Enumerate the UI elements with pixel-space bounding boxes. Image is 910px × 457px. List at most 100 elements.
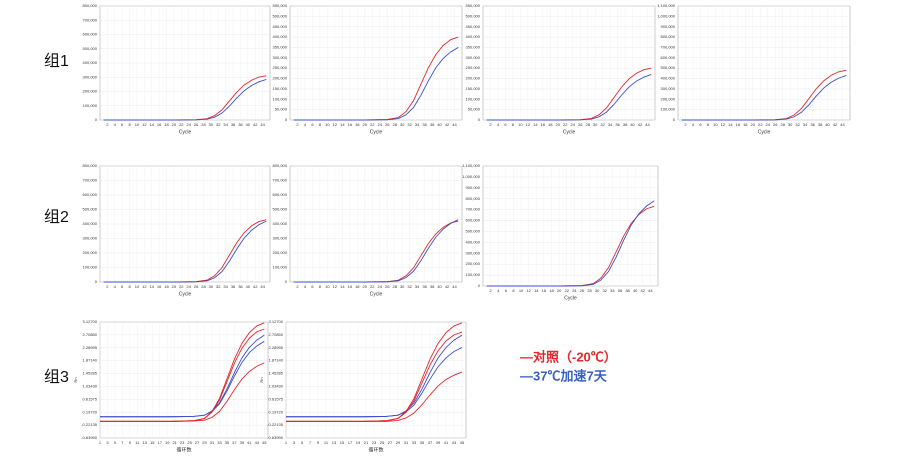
x-tick-label: 26 — [773, 122, 778, 127]
x-tick-label: 20 — [172, 284, 177, 289]
y-tick-label: -0.63990 — [81, 435, 98, 440]
x-tick-label: 12 — [142, 284, 147, 289]
x-tick-label: 14 — [150, 122, 155, 127]
x-tick-label: 12 — [526, 288, 531, 293]
y-tick-label: 1,100,000 — [657, 3, 676, 8]
x-tick-label: 21 — [172, 440, 177, 445]
x-tick-label: 12 — [526, 122, 531, 127]
x-tick-label: 28 — [587, 288, 592, 293]
x-tick-label: 6 — [505, 288, 508, 293]
x-tick-label: 40 — [437, 122, 442, 127]
y-tick-label: 150,000 — [273, 86, 288, 91]
x-tick-label: 22 — [758, 122, 763, 127]
x-tick-label: 2 — [684, 122, 687, 127]
y-tick-label: 1.87140 — [83, 358, 98, 363]
x-tick-label: 16 — [541, 122, 546, 127]
x-tick-label: 32 — [795, 122, 800, 127]
y-tick-label: 0 — [285, 279, 288, 284]
x-tick-label: 5 — [114, 440, 117, 445]
x-tick-label: 24 — [572, 288, 577, 293]
x-tick-label: 45 — [262, 440, 267, 445]
chart: 0 100,000 200,000 300,000 400,000 500,000 600,… — [462, 163, 659, 301]
x-tick-label: 31 — [404, 440, 409, 445]
y-tick-label: 0.61575 — [83, 396, 98, 401]
y-tick-label: 700,000 — [273, 178, 288, 183]
x-tick-label: 28 — [780, 122, 785, 127]
x-tick-label: 7 — [121, 440, 124, 445]
x-tick-label: 6 — [311, 284, 314, 289]
x-tick-label: 27 — [388, 440, 393, 445]
chart: -0.63990 -0.22135 0.19720 0.61575 1.03430 1.4… — [73, 319, 269, 453]
x-tick-label: 26 — [194, 284, 199, 289]
chart: 0 100,000 200,000 300,000 400,000 500,000 600,… — [83, 163, 271, 297]
amplification-curve — [293, 219, 459, 283]
x-tick-label: 6 — [699, 122, 702, 127]
x-tick-label: 28 — [392, 122, 397, 127]
x-axis-label: Cycle — [370, 129, 383, 135]
x-tick-label: 39 — [436, 440, 441, 445]
x-tick-label: 44 — [840, 122, 845, 127]
y-tick-label: 100,000 — [466, 272, 481, 277]
x-tick-label: 4 — [114, 122, 117, 127]
x-tick-label: 18 — [548, 122, 553, 127]
x-tick-label: 36 — [422, 122, 427, 127]
x-tick-label: 36 — [615, 122, 620, 127]
y-tick-label: 250,000 — [273, 65, 288, 70]
x-tick-label: 20 — [172, 122, 177, 127]
y-tick-label: 1,000,000 — [657, 13, 676, 18]
x-tick-label: 38 — [430, 122, 435, 127]
x-tick-label: 14 — [728, 122, 733, 127]
x-tick-label: 23 — [180, 440, 185, 445]
x-tick-label: 28 — [201, 122, 206, 127]
x-tick-label: 14 — [150, 284, 155, 289]
x-tick-label: 10 — [135, 284, 140, 289]
x-tick-label: 19 — [356, 440, 361, 445]
x-tick-label: 34 — [415, 284, 420, 289]
amplification-curve — [100, 362, 265, 422]
y-tick-label: 1.03430 — [269, 384, 284, 389]
x-tick-label: 38 — [238, 122, 243, 127]
x-tick-label: 42 — [445, 122, 450, 127]
plot-area — [482, 165, 659, 287]
x-tick-label: 18 — [355, 284, 360, 289]
group-label: 组1 — [44, 52, 69, 70]
y-tick-label: 200,000 — [83, 89, 98, 94]
y-tick-label: 800,000 — [661, 34, 676, 39]
x-tick-label: 34 — [223, 284, 228, 289]
y-tick-label: 900,000 — [661, 24, 676, 29]
x-tick-label: 32 — [216, 122, 221, 127]
y-tick-label: 700,000 — [83, 178, 98, 183]
x-tick-label: 34 — [415, 122, 420, 127]
x-tick-label: 2 — [106, 122, 109, 127]
x-tick-label: 18 — [164, 284, 169, 289]
x-tick-label: 4 — [304, 122, 307, 127]
chart: 0 50,000 100,000 150,000 200,000 250,000 300,0… — [273, 3, 463, 135]
x-tick-label: 17 — [158, 440, 163, 445]
x-tick-label: 15 — [150, 440, 155, 445]
x-tick-label: 33 — [412, 440, 417, 445]
x-tick-label: 24 — [378, 122, 383, 127]
x-tick-label: 38 — [623, 122, 628, 127]
x-tick-label: 4 — [497, 288, 500, 293]
x-tick-label: 10 — [518, 122, 523, 127]
amplification-curve — [286, 347, 463, 418]
y-tick-label: -0.63990 — [267, 435, 284, 440]
x-tick-label: 42 — [638, 122, 643, 127]
x-tick-label: 20 — [556, 122, 561, 127]
y-tick-label: 200,000 — [466, 76, 481, 81]
x-tick-label: 16 — [542, 288, 547, 293]
x-tick-label: 21 — [364, 440, 369, 445]
x-tick-label: 42 — [253, 122, 258, 127]
x-tick-label: 14 — [534, 288, 539, 293]
x-tick-label: 2 — [296, 122, 299, 127]
y-tick-label: 2.70850 — [269, 332, 284, 337]
y-tick-label: 300,000 — [466, 250, 481, 255]
x-tick-label: 10 — [519, 288, 524, 293]
y-tick-label: 3.12700 — [83, 319, 98, 324]
x-tick-label: 6 — [121, 284, 124, 289]
y-tick-label: 500,000 — [83, 207, 98, 212]
x-tick-label: 28 — [201, 284, 206, 289]
x-tick-label: 18 — [743, 122, 748, 127]
x-tick-label: 10 — [325, 122, 330, 127]
group-label: 组3 — [44, 368, 69, 386]
